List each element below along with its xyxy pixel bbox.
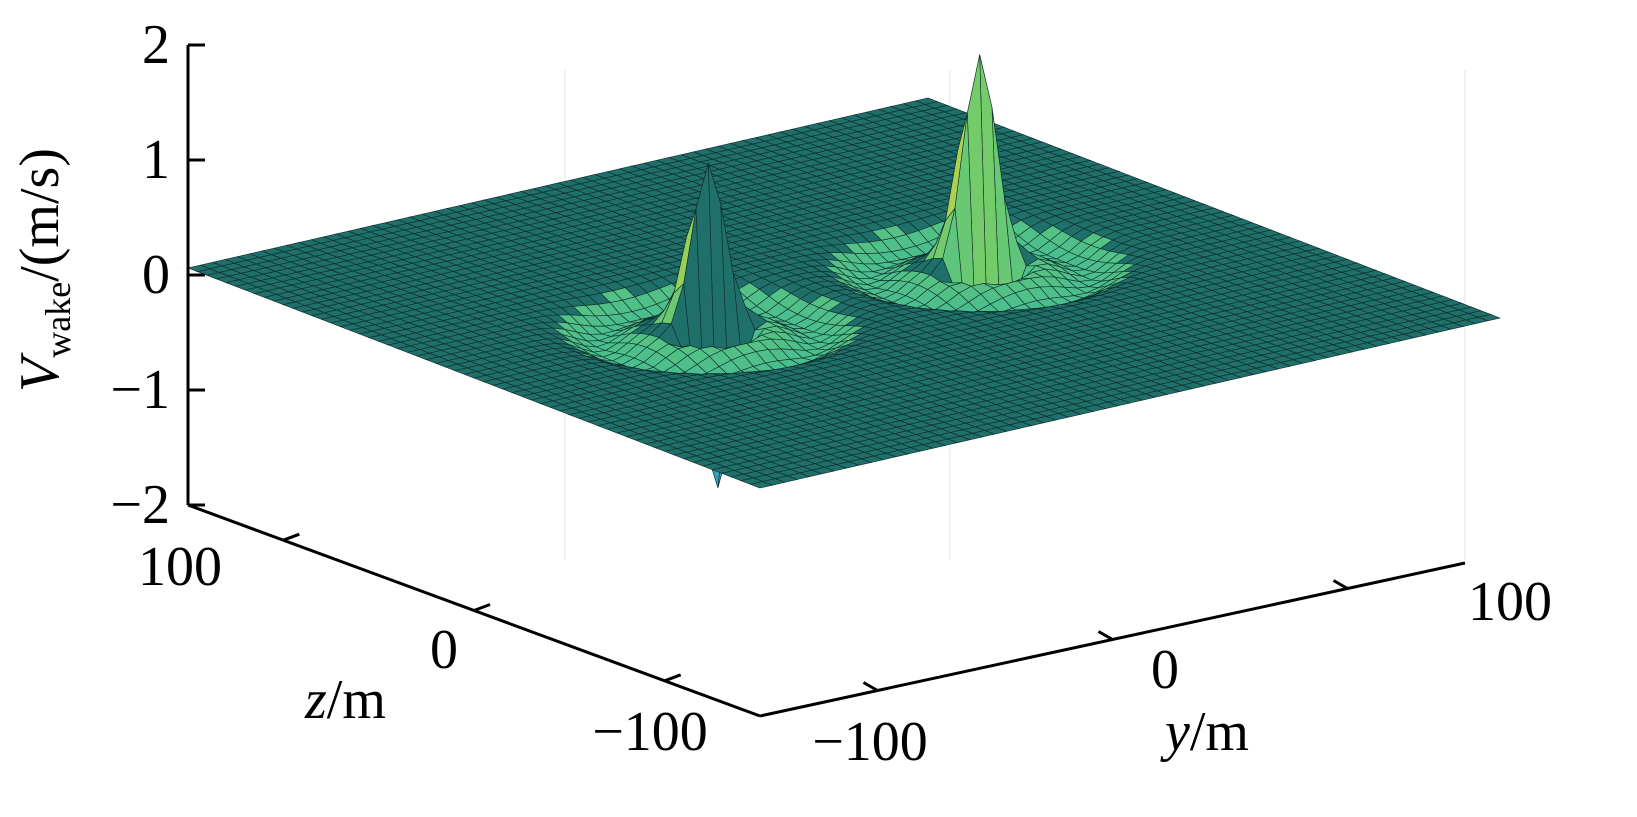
left-axis-tick-label: 100 (138, 536, 222, 598)
left-axis-tick-label: 0 (430, 619, 458, 681)
right-axis-tick (1097, 630, 1114, 641)
right-axis-unit: /m (1190, 701, 1249, 763)
right-axis-title: y/m (1160, 701, 1249, 763)
right-axis-tick (862, 681, 879, 692)
right-axis-tick-label: 0 (1151, 639, 1179, 701)
z-axis-symbol: V (9, 352, 71, 392)
left-axis-tick (664, 673, 682, 683)
left-axis-tick (473, 603, 491, 612)
z-axis-unit: /(m/s) (9, 148, 71, 282)
right-axis-tick-label: −100 (812, 711, 928, 773)
axes (186, 43, 1466, 718)
z-axis-subscript: wake (38, 282, 78, 358)
left-axis-tick-label: −100 (592, 701, 708, 763)
wake-surface (186, 54, 1502, 489)
z-tick-label: −2 (110, 474, 170, 536)
z-tick-label: 0 (142, 244, 170, 306)
z-tick-label: −1 (110, 359, 170, 421)
z-axis-title: Vwake/(m/s) (9, 148, 78, 392)
left-axis-title: z/m (304, 669, 386, 731)
left-axis-unit: /m (327, 669, 386, 731)
z-tick-label: 1 (142, 129, 170, 191)
surface-cell (749, 481, 774, 489)
right-axis-tick (1332, 579, 1349, 590)
left-axis-tick (282, 532, 300, 542)
left-axis-var: z (304, 669, 327, 731)
z-tick-label: 2 (142, 14, 170, 76)
right-axis-tick-label: 100 (1468, 571, 1552, 633)
right-axis-var: y (1160, 701, 1190, 763)
